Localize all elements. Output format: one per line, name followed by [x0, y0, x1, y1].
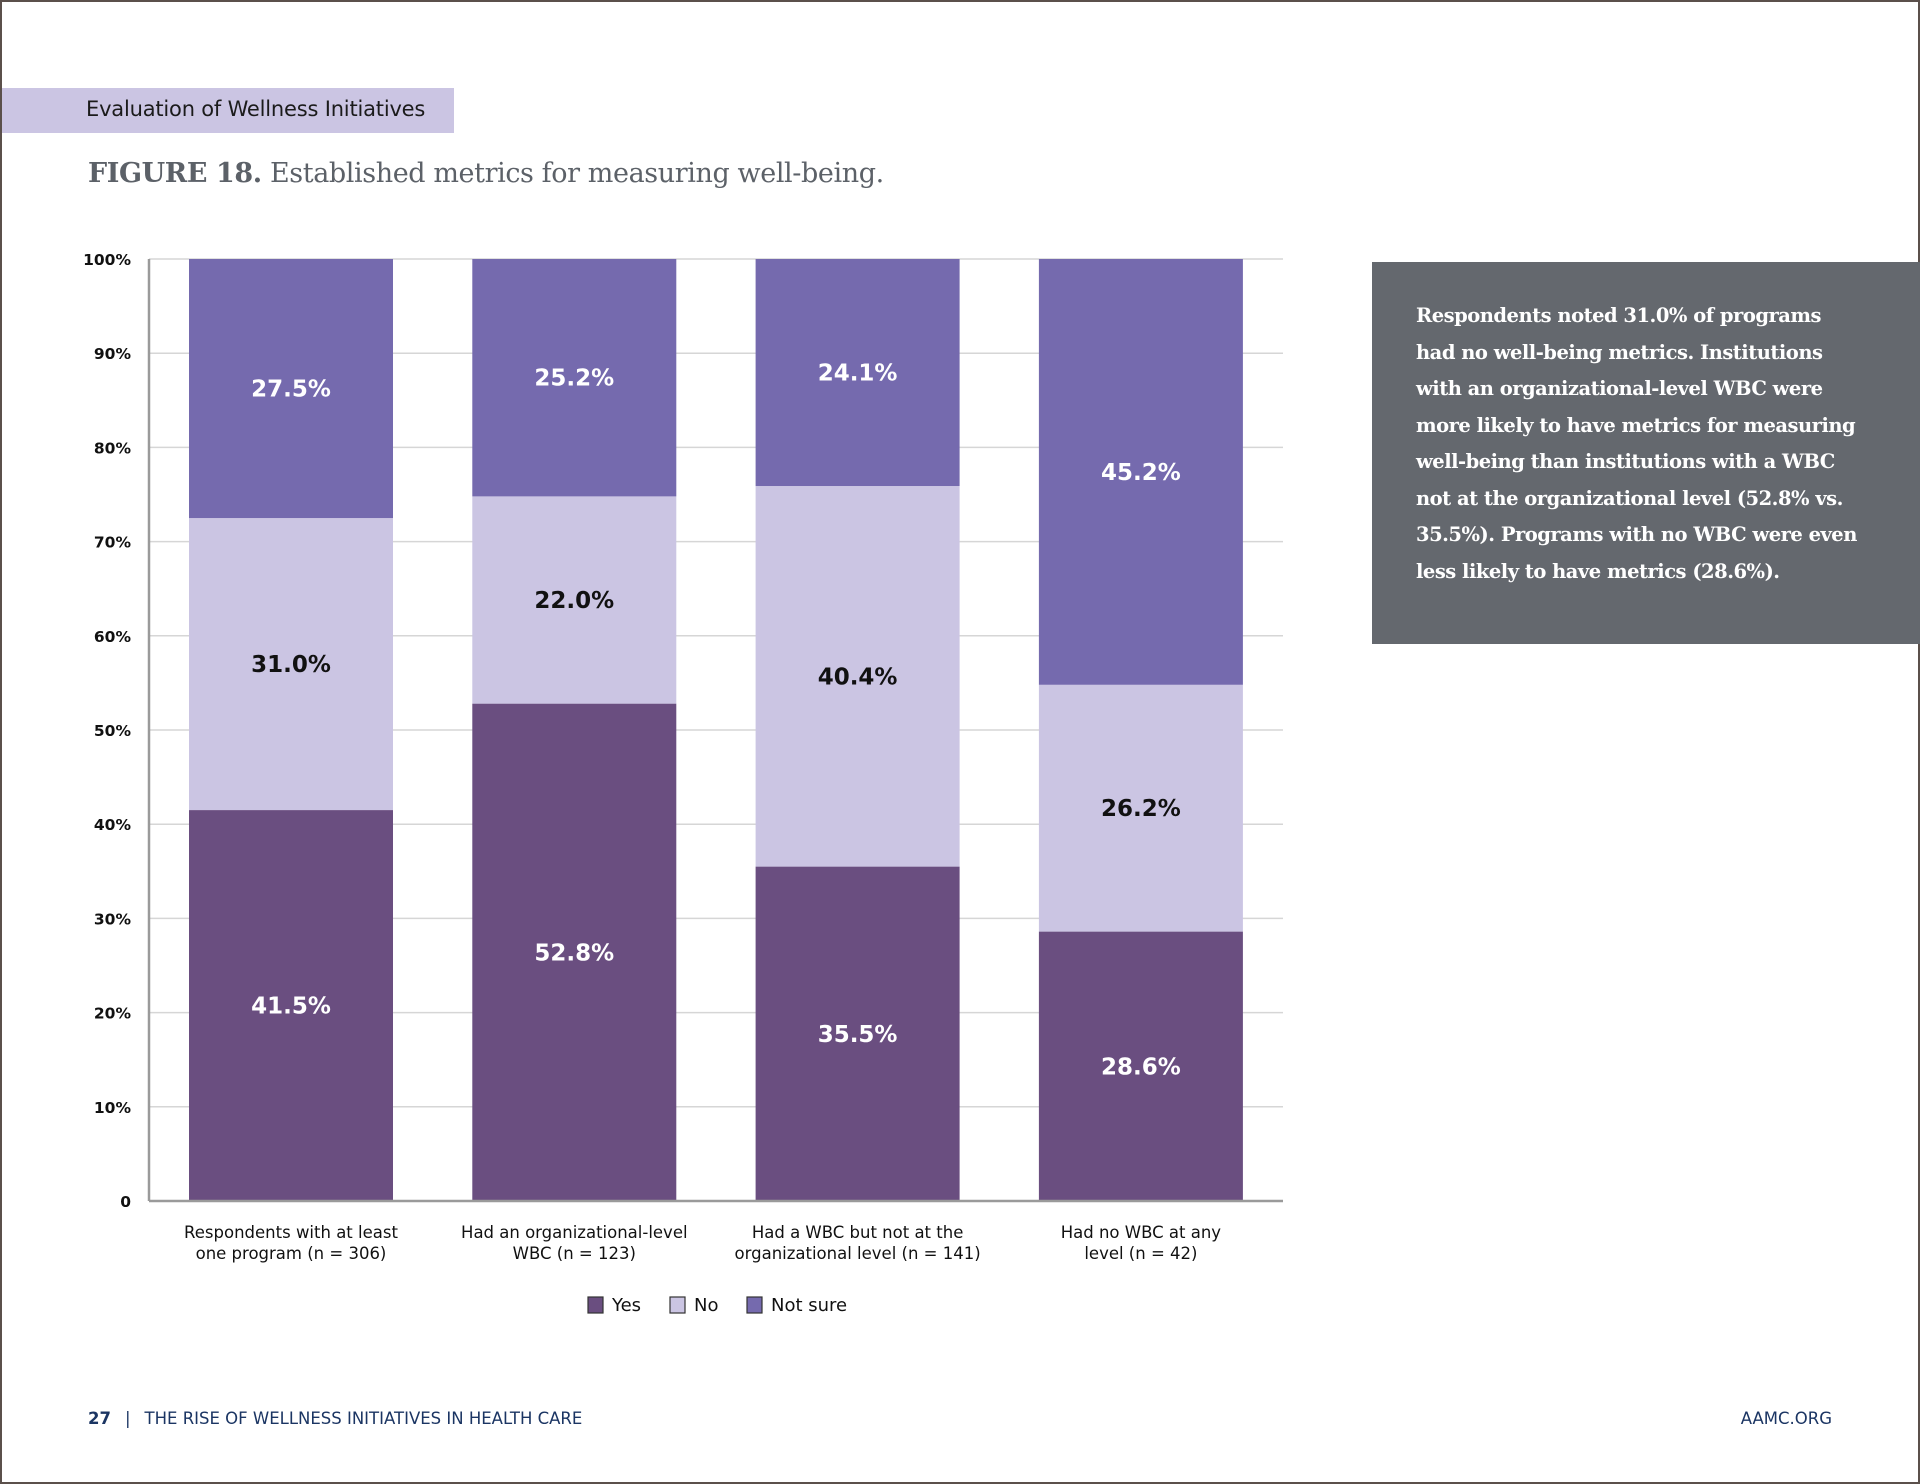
bar-segment-not-sure	[755, 259, 960, 487]
legend-label: Not sure	[771, 1295, 847, 1316]
bar-segment-yes	[189, 810, 393, 1201]
bar-segment-no	[755, 486, 960, 867]
page-number: 27	[88, 1409, 111, 1428]
legend-swatch-yes	[587, 1296, 604, 1314]
footer-left: 27 | THE RISE OF WELLNESS INITIATIVES IN H…	[88, 1409, 582, 1428]
x-category-label: WBC (n = 123)	[513, 1244, 636, 1263]
bar-segment-no	[189, 518, 393, 811]
bar-segment-not-sure	[1038, 259, 1243, 685]
y-tick-label: 100%	[83, 251, 131, 269]
data-label: 41.5%	[251, 994, 331, 1020]
section-header-band: Evaluation of Wellness Initiatives	[2, 88, 454, 133]
legend-swatch-not-sure	[746, 1296, 763, 1314]
y-tick-label: 40%	[94, 816, 132, 834]
figure-caption: Established metrics for measuring well-b…	[269, 158, 884, 189]
y-tick-label: 70%	[94, 534, 132, 552]
data-label: 26.2%	[1101, 796, 1181, 822]
bar-segment-no	[472, 496, 677, 704]
x-category-label: Respondents with at least	[184, 1223, 398, 1242]
data-label: 45.2%	[1101, 460, 1181, 486]
data-label: 24.1%	[818, 361, 898, 387]
x-category-label: one program (n = 306)	[196, 1244, 387, 1263]
site-link[interactable]: AAMC.ORG	[1740, 1409, 1832, 1428]
data-label: 31.0%	[251, 652, 331, 678]
data-label: 27.5%	[251, 377, 331, 403]
section-header-label: Evaluation of Wellness Initiatives	[86, 97, 426, 121]
x-category-label: Had no WBC at any	[1061, 1223, 1222, 1242]
bar-segment-not-sure	[472, 259, 677, 497]
legend-label: No	[694, 1295, 718, 1316]
data-label: 40.4%	[818, 664, 898, 690]
x-category-label: organizational level (n = 141)	[735, 1244, 981, 1263]
bar-segment-no	[1038, 684, 1243, 932]
figure-number: FIGURE 18.	[88, 158, 262, 189]
y-tick-label: 80%	[94, 439, 132, 457]
x-category-label: Had a WBC but not at the	[752, 1223, 964, 1242]
bar-segment-yes	[755, 866, 960, 1201]
data-label: 35.5%	[818, 1022, 898, 1048]
bar-segment-not-sure	[189, 259, 393, 519]
figure-title: FIGURE 18. Established metrics for measu…	[88, 158, 884, 189]
data-label: 22.0%	[534, 588, 614, 614]
data-label: 25.2%	[534, 366, 614, 392]
x-category-label: Had an organizational-level	[461, 1223, 688, 1242]
y-tick-label: 0	[120, 1193, 131, 1211]
y-tick-label: 30%	[94, 910, 132, 928]
data-label: 52.8%	[534, 940, 614, 966]
y-tick-label: 90%	[94, 345, 132, 363]
x-category-label: level (n = 42)	[1084, 1244, 1197, 1263]
y-tick-label: 20%	[94, 1005, 132, 1023]
legend-swatch-no	[669, 1296, 686, 1314]
bar-segment-yes	[472, 703, 677, 1201]
y-tick-label: 60%	[94, 628, 132, 646]
bar-segment-yes	[1038, 931, 1243, 1201]
data-label: 28.6%	[1101, 1054, 1181, 1080]
y-tick-label: 50%	[94, 722, 132, 740]
footer-separator: |	[124, 1409, 131, 1428]
legend-label: Yes	[611, 1295, 641, 1316]
y-tick-label: 10%	[94, 1099, 132, 1117]
publication-title: THE RISE OF WELLNESS INITIATIVES IN HEAL…	[144, 1409, 583, 1428]
callout-text: Respondents noted 31.0% of programs had …	[1416, 304, 1857, 583]
callout-box: Respondents noted 31.0% of programs had …	[1372, 262, 1920, 644]
